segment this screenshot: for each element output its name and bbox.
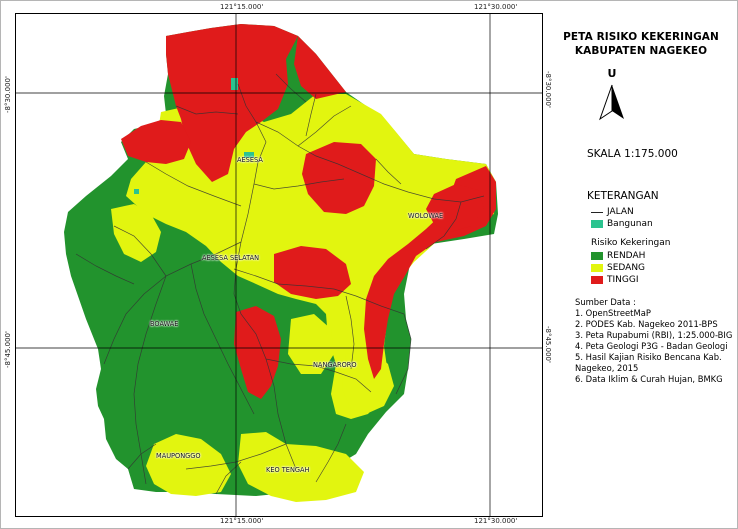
legend-label: JALAN bbox=[607, 207, 634, 217]
risk-zone-high bbox=[426, 184, 484, 232]
risk-zone-high bbox=[166, 24, 298, 182]
place-label-nangaroro: NANGARORO bbox=[313, 361, 357, 369]
low-risk-swatch bbox=[591, 252, 603, 260]
building-cluster bbox=[244, 152, 254, 158]
risk-zone-medium bbox=[146, 434, 231, 496]
building-cluster bbox=[134, 189, 139, 194]
risk-zone-high bbox=[294, 36, 346, 99]
coord-left-1: -8°30.000' bbox=[4, 76, 12, 113]
legend-label: RENDAH bbox=[607, 251, 646, 261]
legend-panel: PETA RISIKO KEKERINGAN KABUPATEN NAGEKEO… bbox=[553, 13, 732, 515]
risk-zone-high bbox=[234, 306, 281, 399]
risk-zone-medium bbox=[288, 314, 334, 374]
medium-risk-swatch bbox=[591, 264, 603, 272]
coord-left-2: -8°45.000' bbox=[4, 331, 12, 368]
map-panel[interactable]: AESESA AESESA SELATAN WOLOWAE BOAWAE NAN… bbox=[15, 13, 543, 517]
place-label-keo-tengah: KEO TENGAH bbox=[266, 466, 310, 474]
coord-top-2: 121°30.000' bbox=[474, 3, 518, 11]
legend-label: TINGGI bbox=[607, 275, 639, 285]
source-line: 2. PODES Kab. Nagekeo 2011-BPS bbox=[575, 319, 718, 329]
legend-label: SEDANG bbox=[607, 263, 646, 273]
coord-right-2: -8°45.000' bbox=[544, 326, 552, 363]
risk-zone-high bbox=[274, 246, 351, 299]
road-line-symbol bbox=[591, 212, 603, 213]
building-swatch bbox=[591, 220, 603, 228]
coord-top-1: 121°15.000' bbox=[220, 3, 264, 11]
map-title: PETA RISIKO KEKERINGAN bbox=[563, 31, 719, 43]
scale-text: SKALA 1:175.000 bbox=[587, 148, 678, 160]
map-subtitle: KABUPATEN NAGEKEO bbox=[574, 45, 708, 57]
legend-title: KETERANGAN bbox=[587, 190, 659, 202]
risk-zone-high bbox=[121, 120, 191, 164]
place-label-mauponggo: MAUPONGGO bbox=[156, 452, 201, 460]
place-label-aesesa-selatan: AESESA SELATAN bbox=[202, 254, 260, 262]
source-line: 4. Peta Geologi P3G - Badan Geologi bbox=[575, 341, 728, 351]
source-line: 5. Hasil Kajian Risiko Bencana Kab. bbox=[575, 352, 722, 362]
risk-zone-medium bbox=[238, 432, 364, 502]
place-label-aesesa: AESESA bbox=[237, 156, 263, 164]
data-sources: Sumber Data : 1. OpenStreetMaP 2. PODES … bbox=[575, 297, 732, 385]
risk-map[interactable] bbox=[16, 14, 542, 516]
high-risk-swatch bbox=[591, 276, 603, 284]
sources-heading: Sumber Data : bbox=[575, 297, 636, 307]
source-line: 3. Peta Rupabumi (RBI), 1:25.000-BIG bbox=[575, 330, 733, 340]
risk-legend-title: Risiko Kekeringan bbox=[591, 238, 671, 248]
north-arrow: U bbox=[597, 67, 627, 123]
place-label-wolowae: WOLOWAE bbox=[408, 212, 444, 220]
risk-zone-high bbox=[302, 142, 376, 214]
north-letter: U bbox=[607, 67, 617, 80]
source-line: 6. Data Iklim & Curah Hujan, BMKG bbox=[575, 374, 723, 384]
map-grid bbox=[16, 14, 542, 516]
coord-bottom-2: 121°30.000' bbox=[474, 517, 518, 525]
coord-right-1: -8°30.000' bbox=[544, 71, 552, 108]
place-label-boawae: BOAWAE bbox=[150, 320, 179, 328]
coord-bottom-1: 121°15.000' bbox=[220, 517, 264, 525]
legend-label: Bangunan bbox=[607, 219, 653, 229]
source-line: 1. OpenStreetMaP bbox=[575, 308, 651, 318]
risk-zone-medium bbox=[111, 204, 161, 262]
source-line: Nagekeo, 2015 bbox=[575, 363, 639, 373]
building-cluster bbox=[231, 78, 238, 90]
north-arrow-icon bbox=[599, 84, 624, 121]
